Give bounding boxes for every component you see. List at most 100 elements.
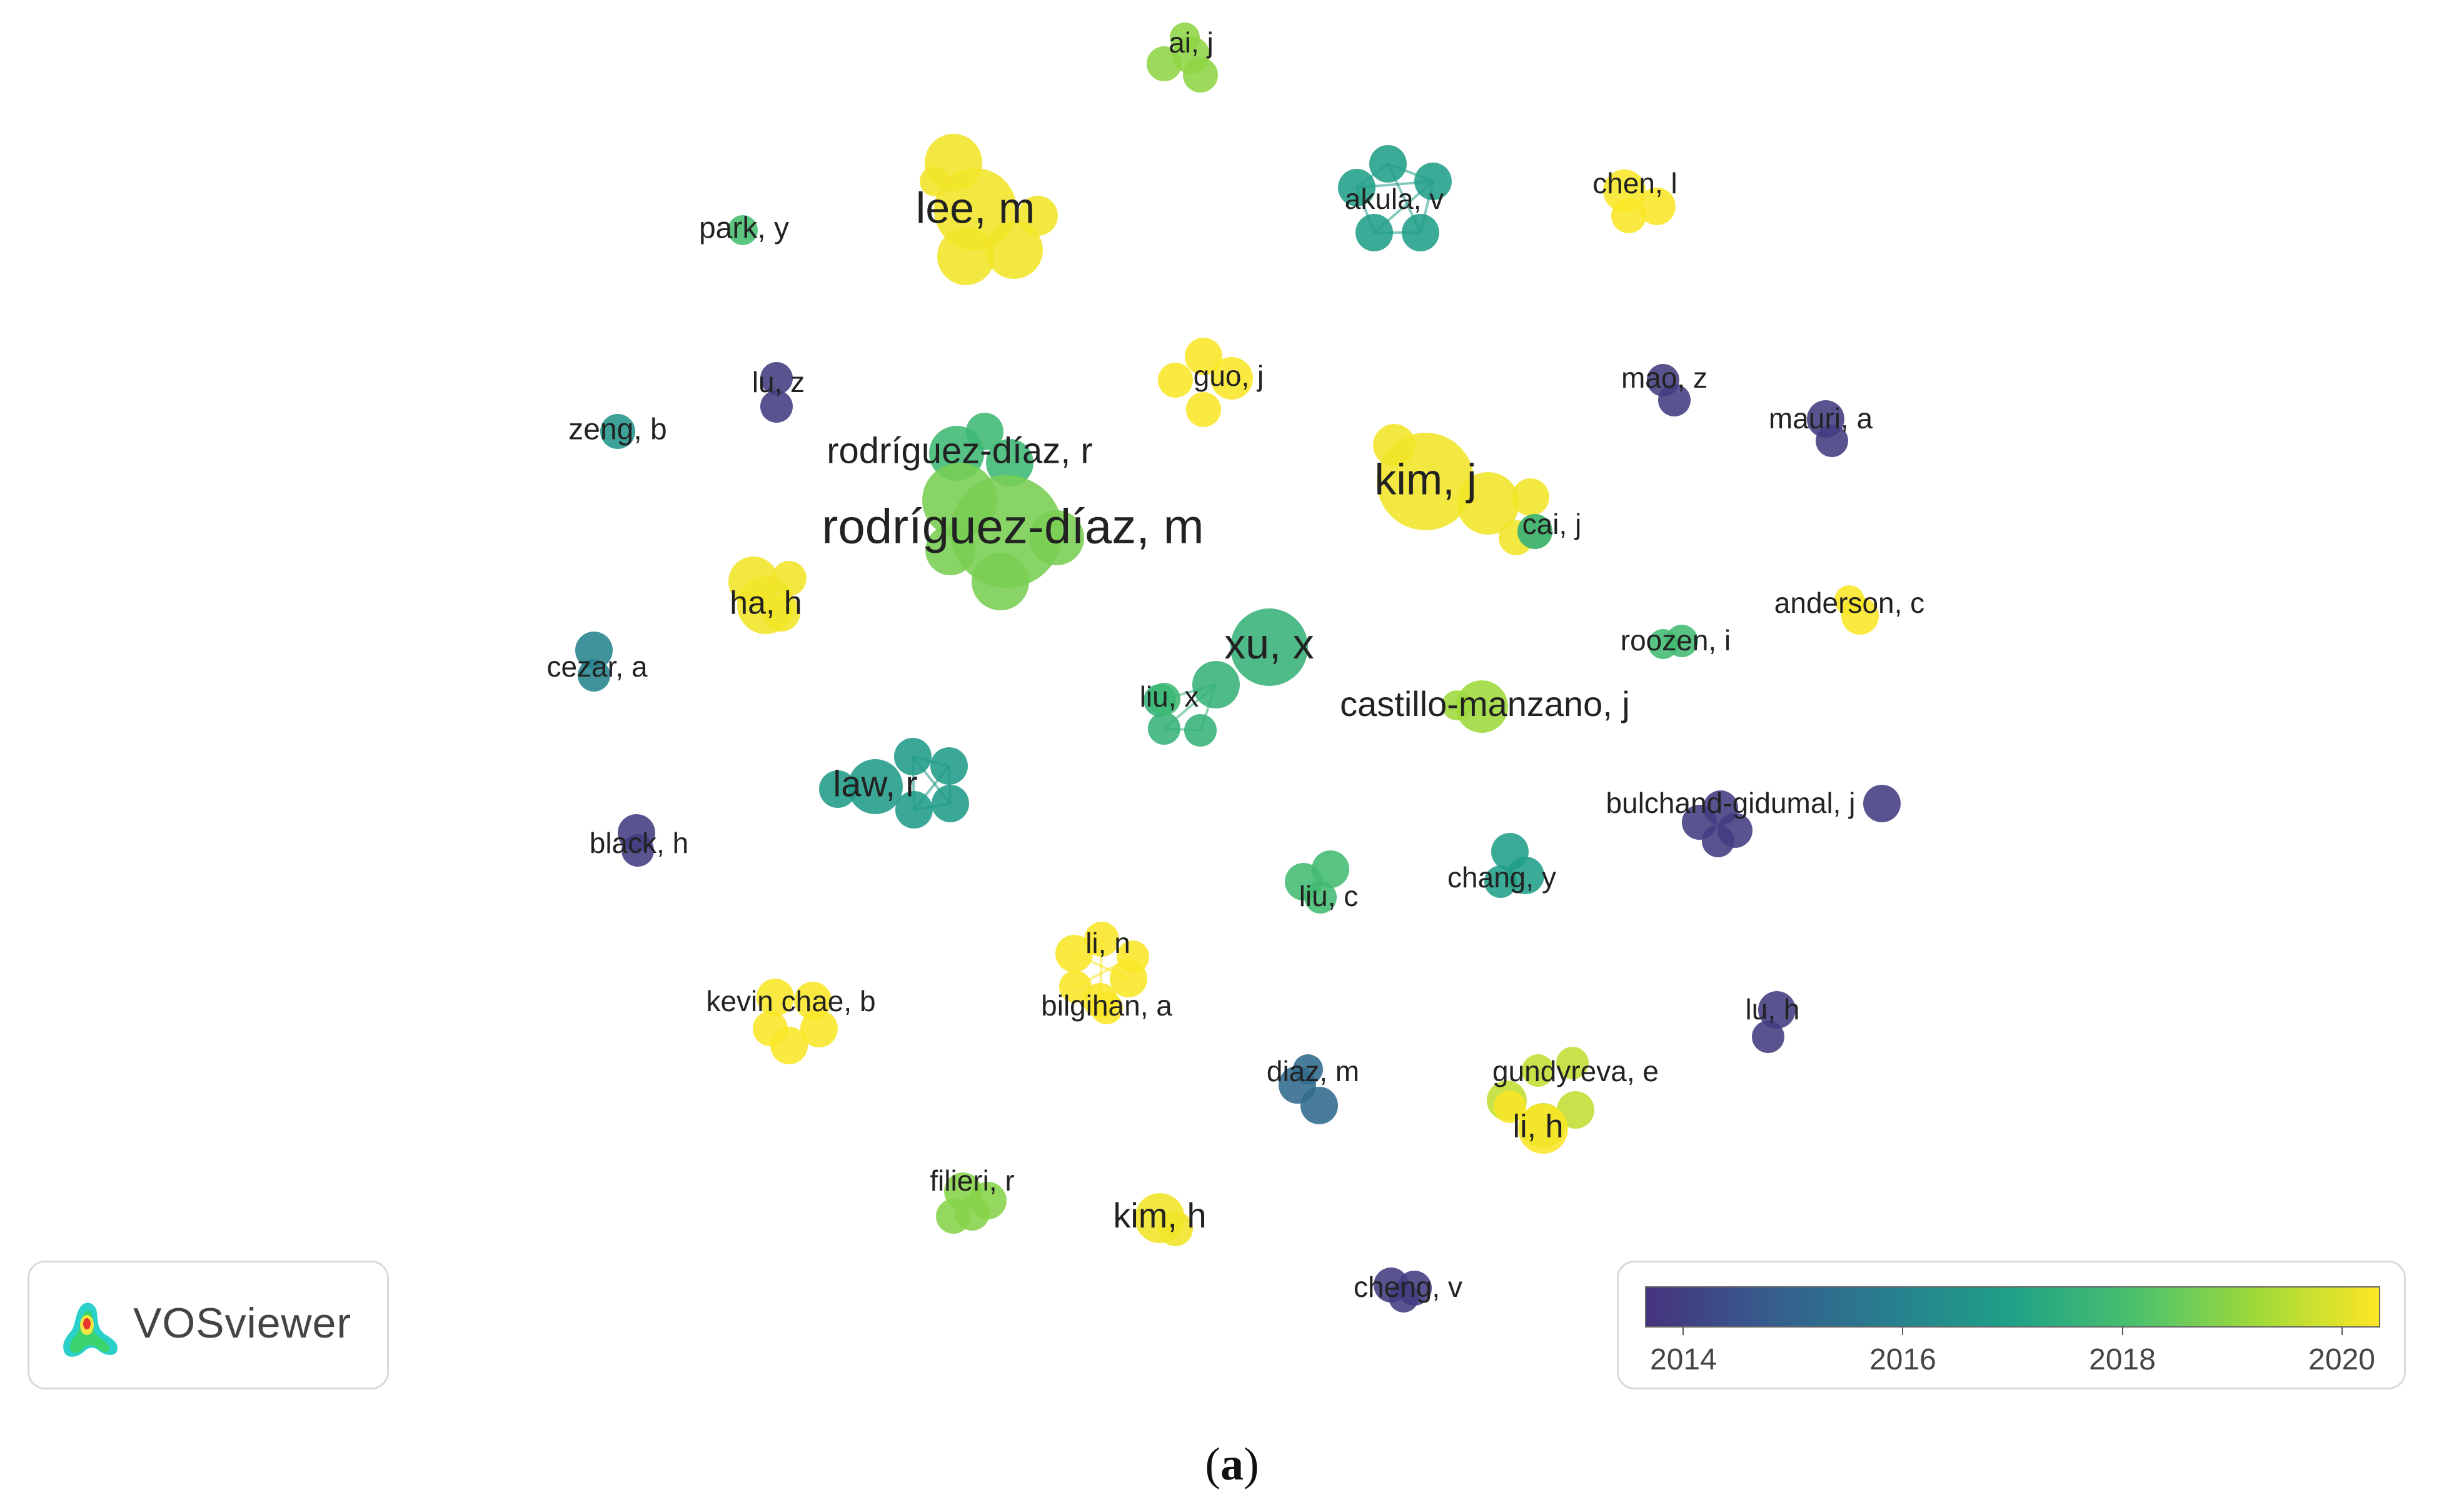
author-label-ha-h[interactable]: ha, h	[730, 585, 802, 622]
author-node-bubble[interactable]	[578, 659, 610, 692]
author-node-bubble[interactable]	[1389, 1283, 1419, 1313]
author-node-bubble[interactable]	[1377, 433, 1474, 530]
author-label-li-n[interactable]: li, n	[1085, 927, 1130, 959]
author-node-bubble[interactable]	[1230, 608, 1308, 686]
author-label-xu-x[interactable]: xu, x	[1224, 620, 1314, 668]
author-node-bubble[interactable]	[600, 414, 635, 449]
author-node-bubble[interactable]	[760, 362, 793, 395]
author-node-bubble[interactable]	[1414, 163, 1452, 200]
author-label-kevin-chae-b[interactable]: kevin chae, b	[706, 985, 875, 1017]
author-label-guo-j[interactable]: guo, j	[1194, 360, 1264, 392]
author-node-bubble[interactable]	[1402, 214, 1439, 251]
author-node-bubble[interactable]	[1456, 680, 1508, 733]
author-node-bubble[interactable]	[753, 1011, 788, 1046]
author-node-bubble[interactable]	[1834, 585, 1864, 615]
author-node-bubble[interactable]	[1517, 514, 1552, 549]
author-node-bubble[interactable]	[1293, 1054, 1323, 1084]
author-label-li-h[interactable]: li, h	[1513, 1109, 1564, 1145]
author-node-bubble[interactable]	[1029, 510, 1084, 565]
author-node-bubble[interactable]	[848, 759, 903, 814]
author-node-bubble[interactable]	[1084, 922, 1119, 957]
author-node-bubble[interactable]	[966, 413, 1003, 450]
author-node-bubble[interactable]	[1863, 785, 1901, 822]
author-node-bubble[interactable]	[1648, 629, 1678, 659]
author-node-bubble[interactable]	[950, 475, 1063, 588]
author-label-black-h[interactable]: black, h	[590, 827, 689, 859]
author-label-diaz-m[interactable]: diaz, m	[1267, 1055, 1359, 1087]
author-node-bubble[interactable]	[1158, 1211, 1193, 1246]
author-node-bubble[interactable]	[1312, 850, 1349, 888]
author-label-kim-j[interactable]: kim, j	[1374, 455, 1476, 503]
author-label-anderson-c[interactable]: anderson, c	[1774, 587, 1924, 619]
author-node-bubble[interactable]	[1338, 169, 1375, 206]
author-node-bubble[interactable]	[760, 390, 793, 423]
author-node-bubble[interactable]	[772, 561, 807, 596]
author-label-liu-c[interactable]: liu, c	[1299, 880, 1359, 912]
author-label-gundyreva-e[interactable]: gundyreva, e	[1492, 1055, 1659, 1087]
author-node-bubble[interactable]	[1185, 338, 1222, 375]
author-node-bubble[interactable]	[1658, 384, 1691, 416]
author-node-bubble[interactable]	[1055, 935, 1093, 972]
author-node-bubble[interactable]	[1059, 970, 1092, 1003]
author-node-bubble[interactable]	[1170, 23, 1200, 53]
author-node-bubble[interactable]	[1494, 1091, 1526, 1123]
author-label-lee-m[interactable]: lee, m	[916, 183, 1035, 232]
author-node-bubble[interactable]	[1304, 881, 1337, 914]
author-label-rodriguez-diaz-r[interactable]: rodríguez-díaz, r	[827, 430, 1093, 471]
author-node-bubble[interactable]	[930, 747, 968, 785]
author-node-bubble[interactable]	[932, 785, 969, 822]
author-node-bubble[interactable]	[800, 1010, 838, 1047]
author-label-bilgihan-a[interactable]: bilgihan, a	[1041, 989, 1172, 1022]
author-node-bubble[interactable]	[1186, 392, 1221, 427]
author-label-cheng-v[interactable]: cheng, v	[1354, 1271, 1462, 1303]
author-label-cai-j[interactable]: cai, j	[1522, 508, 1582, 540]
author-node-bubble[interactable]	[1442, 690, 1472, 720]
author-node-bubble[interactable]	[985, 221, 1043, 279]
author-node-bubble[interactable]	[972, 553, 1029, 610]
author-label-rodriguez-diaz-m[interactable]: rodríguez-díaz, m	[822, 499, 1204, 554]
author-node-bubble[interactable]	[1522, 1054, 1554, 1087]
author-node-bubble[interactable]	[1183, 58, 1218, 93]
author-node-bubble[interactable]	[1184, 714, 1217, 747]
author-node-bubble[interactable]	[1300, 1087, 1338, 1124]
author-node-bubble[interactable]	[1192, 661, 1240, 708]
author-node-bubble[interactable]	[986, 439, 1033, 486]
author-node-bubble[interactable]	[1752, 1021, 1784, 1053]
author-node-bubble[interactable]	[937, 228, 995, 285]
author-label-park-y[interactable]: park, y	[699, 212, 789, 245]
author-node-bubble[interactable]	[1556, 1047, 1589, 1079]
author-label-law-r[interactable]: law, r	[833, 764, 917, 804]
author-node-bubble[interactable]	[1355, 214, 1393, 251]
author-node-bubble[interactable]	[894, 738, 932, 775]
author-node-bubble[interactable]	[819, 770, 857, 808]
author-node-bubble[interactable]	[925, 525, 975, 575]
author-node-bubble[interactable]	[1702, 825, 1734, 857]
author-label-filieri-r[interactable]: filieri, r	[930, 1164, 1014, 1197]
author-node-bubble[interactable]	[1758, 991, 1796, 1029]
author-node-bubble[interactable]	[1018, 196, 1058, 236]
author-node-bubble[interactable]	[920, 166, 950, 196]
author-node-bubble[interactable]	[1148, 683, 1180, 715]
author-label-castillo-manzano-j[interactable]: castillo-manzano, j	[1340, 684, 1630, 723]
author-node-bubble[interactable]	[1484, 865, 1517, 898]
author-node-bubble[interactable]	[1457, 472, 1519, 535]
author-node-bubble[interactable]	[763, 594, 800, 632]
author-label-roozen-i[interactable]: roozen, i	[1621, 624, 1731, 657]
author-node-bubble[interactable]	[575, 632, 613, 669]
author-node-bubble[interactable]	[1210, 357, 1253, 400]
author-node-bubble[interactable]	[895, 791, 933, 829]
author-node-bubble[interactable]	[1518, 1104, 1568, 1154]
author-label-chang-y[interactable]: chang, y	[1447, 861, 1556, 894]
author-node-bubble[interactable]	[1148, 712, 1180, 745]
author-label-kim-h[interactable]: kim, h	[1113, 1196, 1206, 1235]
author-node-bubble[interactable]	[1369, 145, 1407, 183]
author-node-bubble[interactable]	[757, 979, 794, 1016]
author-label-ai-j[interactable]: ai, j	[1169, 26, 1214, 59]
author-node-bubble[interactable]	[1816, 425, 1848, 457]
author-label-chen-l[interactable]: chen, l	[1592, 167, 1677, 199]
author-node-bubble[interactable]	[728, 215, 758, 245]
author-node-bubble[interactable]	[936, 1199, 971, 1234]
author-label-lu-h[interactable]: lu, h	[1746, 993, 1800, 1026]
author-node-bubble[interactable]	[1117, 940, 1149, 973]
author-label-liu-x[interactable]: liu, x	[1140, 680, 1199, 713]
